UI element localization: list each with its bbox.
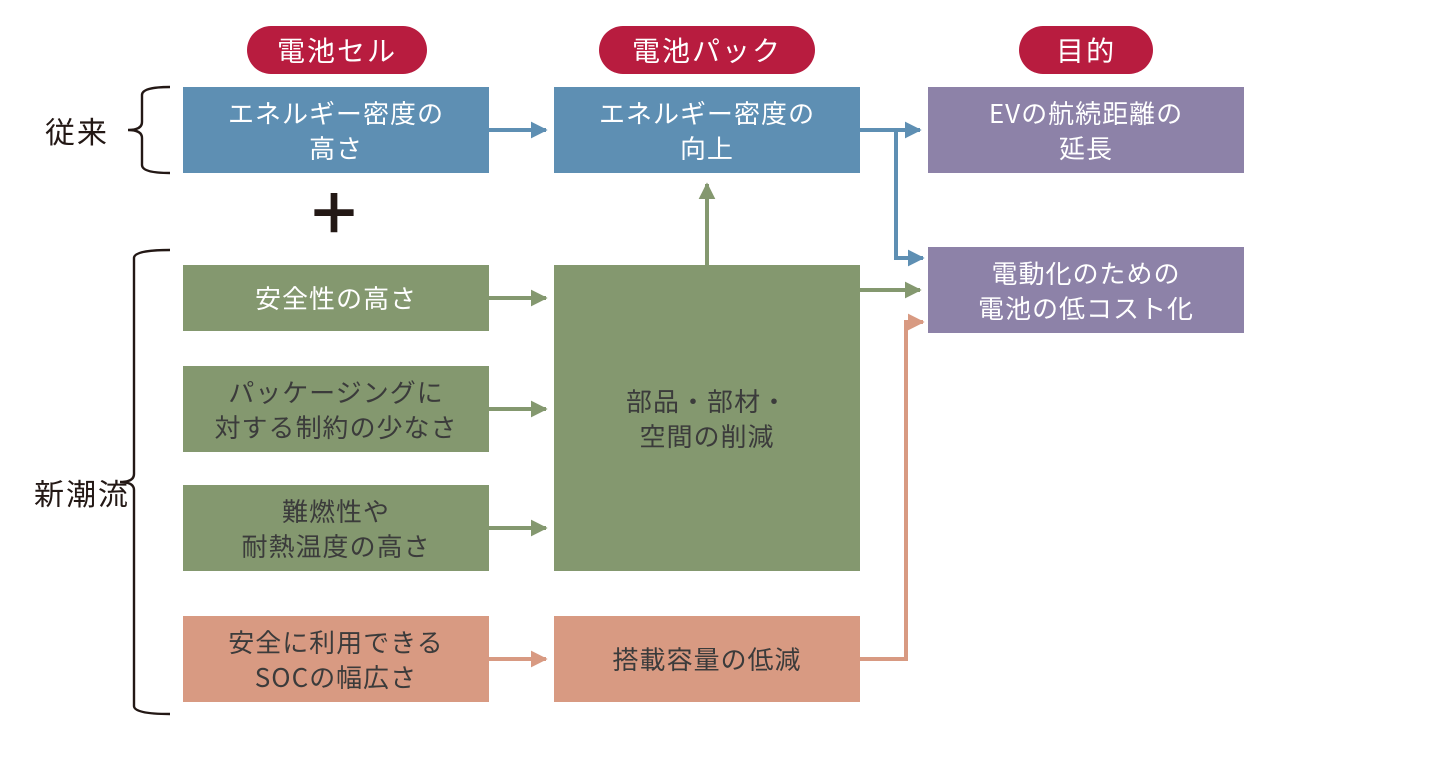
pill-cell: 電池セル (247, 26, 427, 74)
pill-goal-label: 目的 (1056, 30, 1116, 70)
row-label-new_trend-text: 新潮流 (34, 470, 130, 514)
plus-symbol: ＋ (306, 170, 362, 251)
box-goal_range-text: EVの航続距離の 延長 (989, 95, 1183, 165)
row-label-conventional-text: 従来 (45, 108, 109, 152)
row-label-new_trend: 新潮流 (34, 470, 130, 514)
plus-symbol-text: ＋ (306, 170, 362, 251)
pill-pack: 電池パック (599, 26, 815, 74)
box-goal_range: EVの航続距離の 延長 (928, 87, 1244, 173)
box-goal_cost-text: 電動化のための 電池の低コスト化 (978, 255, 1194, 325)
box-cell_safety-text: 安全性の高さ (255, 280, 417, 315)
box-pack_energy: エネルギー密度の 向上 (554, 87, 860, 173)
box-pack_capacity-text: 搭載容量の低減 (612, 641, 801, 676)
row-label-conventional: 従来 (45, 108, 109, 152)
box-cell_energy-text: エネルギー密度の 高さ (228, 95, 444, 165)
box-goal_cost: 電動化のための 電池の低コスト化 (928, 247, 1244, 333)
box-pack_reduce: 部品・部材・ 空間の削減 (554, 265, 860, 571)
box-cell_energy: エネルギー密度の 高さ (183, 87, 489, 173)
box-cell_safety: 安全性の高さ (183, 265, 489, 331)
box-pack_energy-text: エネルギー密度の 向上 (599, 95, 815, 165)
box-cell_package: パッケージングに 対する制約の少なさ (183, 366, 489, 452)
box-cell_thermal-text: 難燃性や 耐熱温度の高さ (241, 493, 430, 563)
pill-cell-label: 電池セル (277, 30, 397, 70)
box-cell_soc-text: 安全に利用できる SOCの幅広さ (228, 624, 443, 694)
box-pack_reduce-text: 部品・部材・ 空間の削減 (626, 383, 788, 453)
pill-goal: 目的 (1019, 26, 1153, 74)
pill-pack-label: 電池パック (632, 30, 782, 70)
box-cell_thermal: 難燃性や 耐熱温度の高さ (183, 485, 489, 571)
box-pack_capacity: 搭載容量の低減 (554, 616, 860, 702)
box-cell_soc: 安全に利用できる SOCの幅広さ (183, 616, 489, 702)
box-cell_package-text: パッケージングに 対する制約の少なさ (214, 374, 457, 444)
